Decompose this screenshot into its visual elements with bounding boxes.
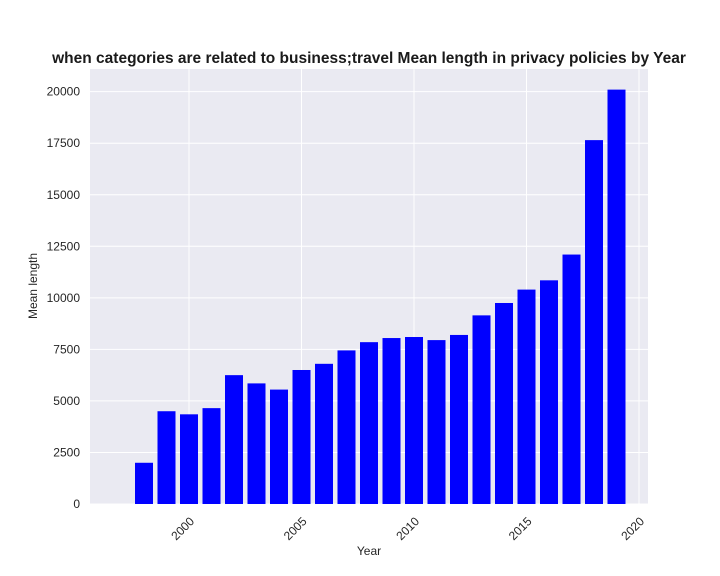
y-axis-label: Mean length (26, 253, 40, 319)
y-tick-label: 15000 (47, 188, 81, 202)
bar-2012 (450, 334, 468, 504)
x-axis-label: Year (357, 544, 381, 558)
y-tick-label: 20000 (47, 85, 81, 99)
bar-2015 (517, 289, 536, 504)
x-axis-ticks: 2000 2005 2010 2015 2020 (168, 514, 647, 543)
y-tick-label: 10000 (47, 291, 81, 305)
bar-2000 (180, 414, 198, 504)
bar-1998 (135, 462, 153, 504)
bar-2006 (315, 363, 333, 504)
y-tick-label: 2500 (53, 445, 80, 459)
bar-2011 (427, 340, 446, 504)
bar-2005 (292, 369, 311, 504)
bar-2007 (337, 350, 356, 504)
y-tick-label: 0 (73, 497, 80, 511)
x-tick-label: 2010 (393, 514, 422, 543)
bar-2008 (360, 342, 378, 504)
x-tick-label: 2005 (281, 514, 310, 543)
bar-2004 (270, 389, 288, 504)
y-tick-label: 5000 (53, 394, 80, 408)
bar-2017 (562, 254, 581, 504)
bar-2002 (225, 375, 243, 504)
bar-2016 (540, 280, 558, 504)
bar-2009 (382, 338, 401, 504)
bars (135, 89, 626, 504)
y-tick-label: 17500 (47, 136, 81, 150)
bar-2003 (247, 383, 266, 504)
y-tick-label: 12500 (47, 239, 81, 253)
bar-2013 (472, 315, 491, 504)
bar-2014 (495, 302, 513, 504)
y-tick-label: 7500 (53, 342, 80, 356)
x-tick-label: 2015 (506, 514, 535, 543)
bar-2010 (405, 337, 423, 504)
bar-1999 (157, 411, 176, 504)
bar-2019 (607, 89, 626, 504)
x-tick-label: 2000 (168, 514, 197, 543)
y-axis-ticks: 0 2500 5000 7500 10000 12500 15000 17500 20000 (47, 85, 81, 511)
bar-2001 (202, 408, 221, 504)
chart-title: when categories are related to business;… (51, 50, 686, 67)
x-tick-label: 2020 (618, 514, 647, 543)
bar-2018 (585, 140, 603, 504)
